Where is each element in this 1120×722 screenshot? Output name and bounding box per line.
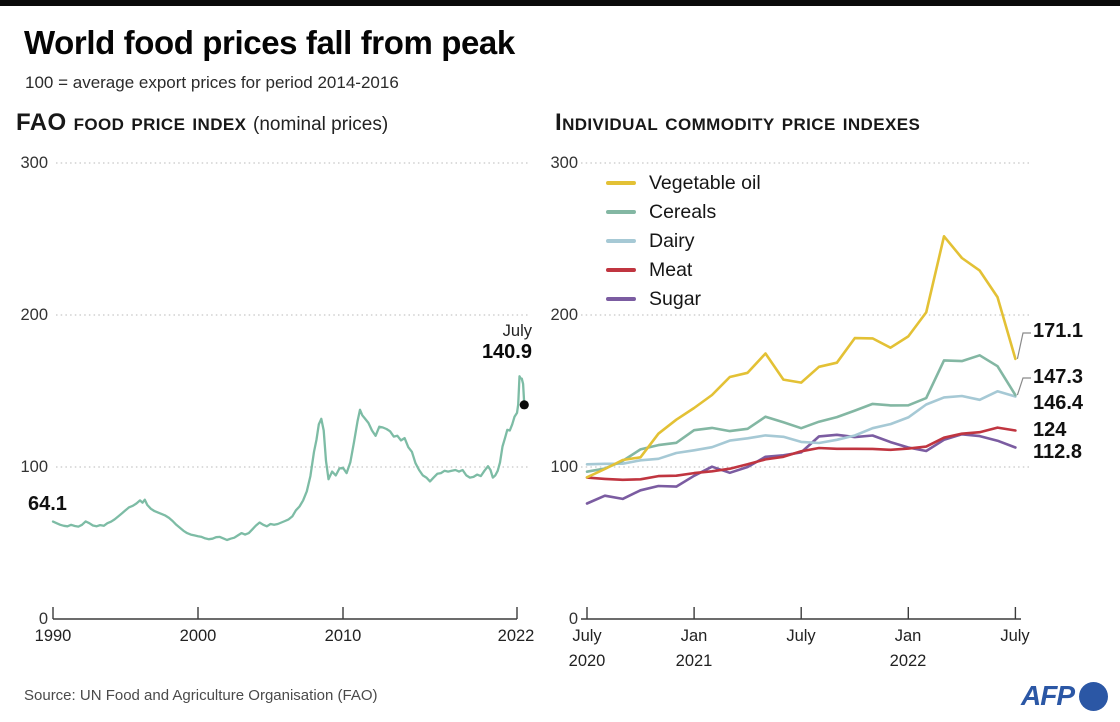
legend-label-dairy: Dairy xyxy=(649,229,695,252)
dairy-swatch xyxy=(606,239,636,243)
left-ytick-0: 0 xyxy=(38,610,48,628)
left-ytick-200: 200 xyxy=(20,306,48,324)
left-chart-title: FAO food price index (nominal prices) xyxy=(16,109,388,137)
vegetable-oil-swatch xyxy=(606,181,636,185)
left-xtick-2022: 2022 xyxy=(497,627,535,645)
end-annotation-month: July xyxy=(502,322,532,340)
legend-item-sugar: Sugar xyxy=(606,288,761,310)
right-chart-title: Individual commodity price indexes xyxy=(555,109,920,137)
left-xtick-1990: 1990 xyxy=(34,627,72,645)
legend-label-meat: Meat xyxy=(649,258,693,281)
left-xtick-2010: 2010 xyxy=(324,627,362,645)
afp-logo: AFP xyxy=(1021,680,1108,712)
legend-item-cereals: Cereals xyxy=(606,201,761,223)
right-ytick-100: 100 xyxy=(550,458,578,476)
top-bar xyxy=(0,0,1120,6)
right-xtick-jul22: July xyxy=(1000,627,1030,645)
right-xtick-jan22-year: 2022 xyxy=(889,652,927,670)
legend-label-cereals: Cereals xyxy=(649,200,717,223)
meat-swatch xyxy=(606,268,636,272)
right-ytick-300: 300 xyxy=(550,154,578,172)
right-ytick-0: 0 xyxy=(568,610,578,628)
start-value-label: 64.1 xyxy=(28,493,67,515)
sugar-swatch xyxy=(606,297,636,301)
legend-label-vegetable-oil: Vegetable oil xyxy=(649,171,761,194)
left-chart-title-note: (nominal prices) xyxy=(253,114,389,135)
legend-item-vegetable-oil: Vegetable oil xyxy=(606,172,761,194)
right-chart-title-main: Individual commodity price indexes xyxy=(555,109,921,136)
legend-label-sugar: Sugar xyxy=(649,287,702,310)
page-subtitle: 100 = average export prices for period 2… xyxy=(25,73,399,92)
left-chart-title-main: FAO food price index xyxy=(16,109,247,136)
end-label-cereals: 147.3 xyxy=(1033,366,1084,388)
afp-logo-circle-icon xyxy=(1079,681,1108,711)
right-xtick-jan22: Jan xyxy=(894,627,922,645)
end-label-dairy: 146.4 xyxy=(1033,392,1084,414)
legend-item-dairy: Dairy xyxy=(606,230,761,252)
left-ytick-300: 300 xyxy=(20,154,48,172)
left-xtick-2000: 2000 xyxy=(179,627,217,645)
end-label-meat: 124 xyxy=(1033,419,1067,441)
left-ytick-100: 100 xyxy=(20,458,48,476)
source-credit: Source: UN Food and Agriculture Organisa… xyxy=(24,687,378,704)
end-annotation-value: 140.9 xyxy=(481,341,532,363)
cereals-swatch xyxy=(606,210,636,214)
page-title: World food prices fall from peak xyxy=(24,24,515,61)
right-xtick-jan21-year: 2021 xyxy=(675,652,713,670)
end-label-vegetable-oil: 171.1 xyxy=(1033,320,1084,342)
legend-item-meat: Meat xyxy=(606,259,761,281)
right-ytick-200: 200 xyxy=(550,306,578,324)
legend: Vegetable oil Cereals Dairy Meat Sugar xyxy=(606,172,761,310)
right-xtick-jan21: Jan xyxy=(680,627,708,645)
afp-logo-text: AFP xyxy=(1021,680,1075,711)
right-xtick-jul21: July xyxy=(786,627,816,645)
right-xtick-jul20: July xyxy=(572,627,602,645)
right-xtick-jul20-year: 2020 xyxy=(568,652,606,670)
end-label-sugar: 112.8 xyxy=(1033,441,1082,463)
